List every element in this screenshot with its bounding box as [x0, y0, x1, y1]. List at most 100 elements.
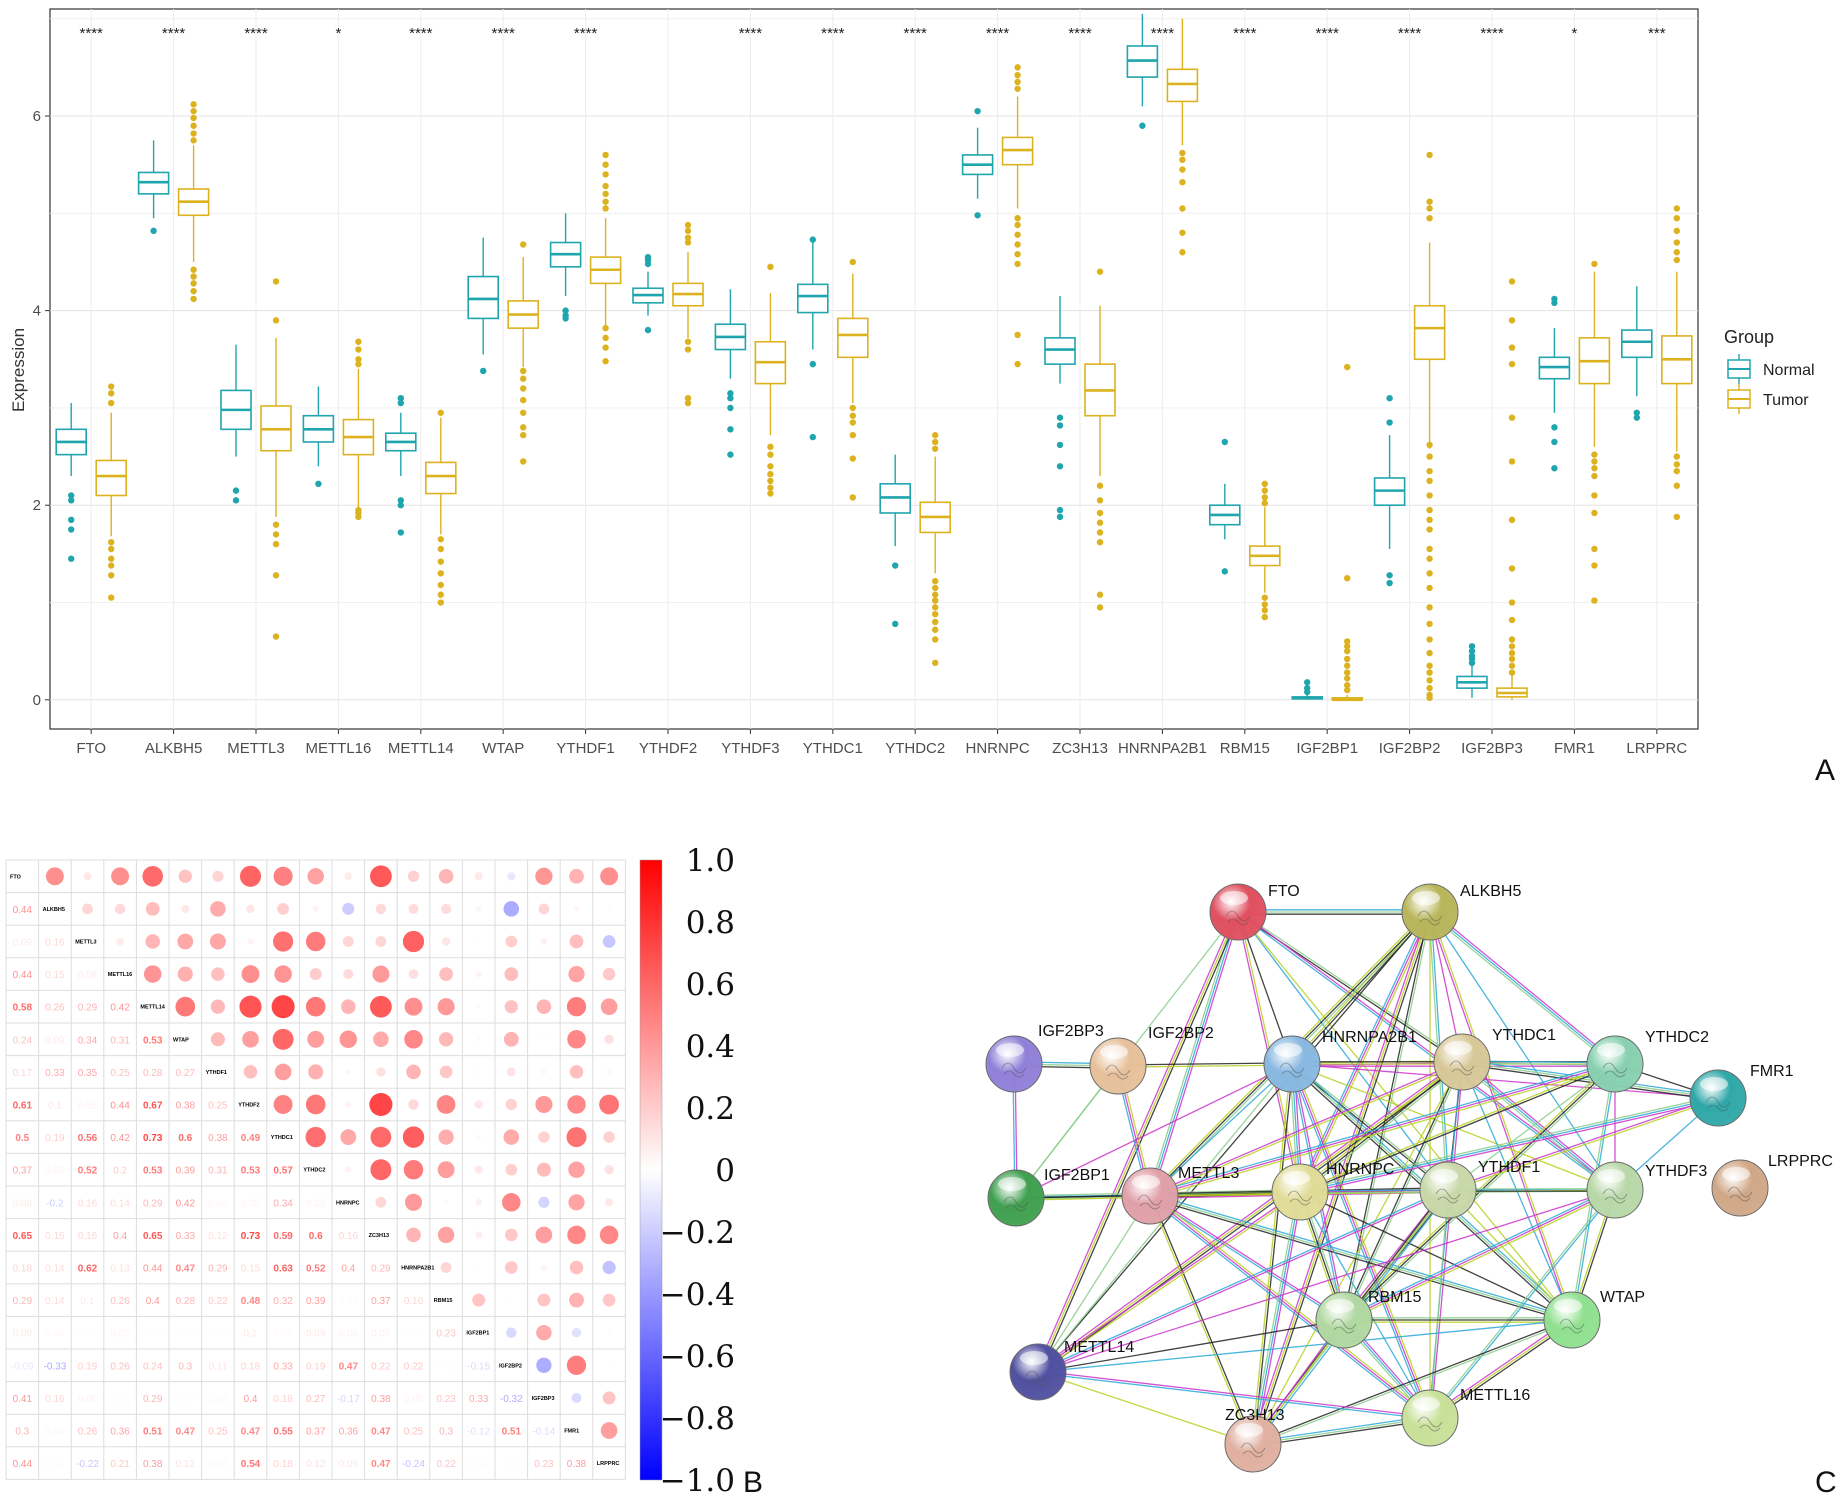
node-lrpprc: LRPPRC — [1711, 1153, 1833, 1217]
corr-circle — [569, 1260, 584, 1275]
box-tumor — [260, 278, 292, 640]
corr-circle — [212, 870, 224, 882]
corr-circle — [440, 1262, 452, 1273]
node-label: IGF2BP3 — [1038, 1023, 1104, 1040]
outlier-point — [190, 266, 197, 273]
outlier-point — [1056, 463, 1064, 470]
outlier-point — [355, 360, 362, 368]
corr-value: 0.48 — [241, 1296, 261, 1307]
significance-label: **** — [80, 25, 104, 42]
outlier-point — [1673, 214, 1681, 222]
corr-circle — [438, 1129, 454, 1145]
corr-circle — [602, 1260, 616, 1275]
outlier-point — [1426, 684, 1433, 692]
outlier-point — [1508, 516, 1516, 524]
corr-value: 0.22 — [208, 1296, 228, 1307]
outlier-point — [1261, 594, 1269, 601]
corr-value: 0.29 — [208, 1264, 228, 1275]
network-edge — [1428, 913, 1615, 1067]
network-edge — [1293, 1062, 1433, 1418]
box-normal — [1538, 295, 1571, 472]
node-label: YTHDC1 — [1492, 1027, 1556, 1044]
corr-value: 0.39 — [176, 1166, 196, 1177]
box-normal — [879, 454, 912, 628]
box-normal — [796, 236, 829, 441]
outlier-point — [1551, 438, 1558, 446]
outlier-point — [727, 404, 734, 412]
corr-value: 0.26 — [78, 1427, 98, 1438]
legend-title: Group — [1724, 327, 1774, 347]
corr-value: 0.42 — [176, 1198, 196, 1209]
corr-value: 0.53 — [241, 1166, 261, 1177]
outlier-point — [437, 558, 444, 565]
corr-circle — [569, 1292, 584, 1308]
box-tumor — [672, 221, 704, 407]
x-tick-label: METTL14 — [388, 740, 454, 757]
outlier-point — [1673, 205, 1681, 212]
outlier-point — [190, 295, 197, 303]
significance-label: **** — [1151, 25, 1175, 42]
network-edge — [1290, 1064, 1448, 1192]
corr-diagonal-label: IGF2BP2 — [499, 1363, 522, 1369]
corr-circle — [602, 967, 616, 981]
corr-circle — [607, 906, 612, 911]
outlier-point — [892, 562, 899, 569]
y-tick-label: 2 — [33, 497, 41, 514]
outlier-point — [108, 538, 115, 546]
significance-labels: **** **** **** * **** **** **** **** **** **** ***… — [80, 25, 1666, 42]
outlier-point — [437, 599, 444, 606]
corr-value: 0.26 — [110, 1361, 130, 1372]
outlier-point — [1179, 229, 1186, 236]
corr-circle — [603, 1131, 615, 1143]
outlier-point — [1633, 414, 1641, 421]
y-ticks-a: 0 2 4 6 — [33, 108, 50, 709]
node-label: HNRNPA2B1 — [1322, 1029, 1417, 1046]
corr-value: 0.36 — [339, 1427, 359, 1438]
corr-value: 0.4 — [341, 1264, 355, 1275]
x-tick-label: WTAP — [482, 740, 524, 757]
corr-value: 0.3 — [178, 1361, 192, 1372]
corr-value: 0.02 — [176, 1329, 196, 1340]
protein-structure-icon — [1559, 1318, 1585, 1334]
corr-circle — [599, 1225, 619, 1245]
outlier-point — [1508, 662, 1516, 669]
outlier-point — [1426, 477, 1433, 485]
outlier-point — [1014, 71, 1021, 79]
protein-structure-icon — [1225, 910, 1251, 926]
corr-circle — [536, 999, 552, 1014]
corr-circle — [344, 872, 353, 881]
corr-value: 0.65 — [143, 1231, 163, 1242]
corr-value: 0.44 — [13, 970, 33, 981]
boxes-a — [55, 13, 1693, 702]
corr-value: 0.16 — [78, 1198, 98, 1209]
corr-circle — [246, 904, 255, 914]
network-edge — [1462, 1059, 1617, 1189]
node-ythdc1: YTHDC1 — [1433, 1027, 1556, 1091]
corr-value: 0.29 — [143, 1198, 163, 1209]
corr-diagonal-label: IGF2BP3 — [532, 1396, 555, 1402]
network-edge — [1237, 911, 1449, 1191]
outlier-point — [1386, 572, 1393, 579]
node-ythdc2: YTHDC2 — [1586, 1029, 1709, 1093]
network-edge — [1430, 1190, 1617, 1420]
network-edge — [1150, 1062, 1463, 1198]
corr-value: 0.39 — [306, 1296, 326, 1307]
outlier-point — [767, 263, 774, 271]
outlier-point — [1508, 636, 1516, 643]
corr-diagonal-label: METTL3 — [75, 940, 96, 946]
corr-circle — [567, 1095, 586, 1114]
box-tumor — [342, 338, 375, 521]
corr-circle — [145, 934, 160, 949]
outlier-point — [767, 443, 774, 451]
corr-circle — [342, 936, 354, 947]
corr-circle — [211, 967, 225, 981]
corr-circle — [535, 867, 553, 885]
outlier-point — [849, 419, 856, 426]
corr-value: -0.33 — [44, 1361, 67, 1372]
x-tick-label: METTL16 — [305, 740, 371, 757]
x-tick-label: YTHDC1 — [803, 740, 863, 757]
box-normal — [1209, 438, 1241, 575]
network-edge — [1036, 1059, 1462, 1371]
node-wtap: WTAP — [1543, 1289, 1645, 1349]
outlier-point — [932, 577, 939, 585]
